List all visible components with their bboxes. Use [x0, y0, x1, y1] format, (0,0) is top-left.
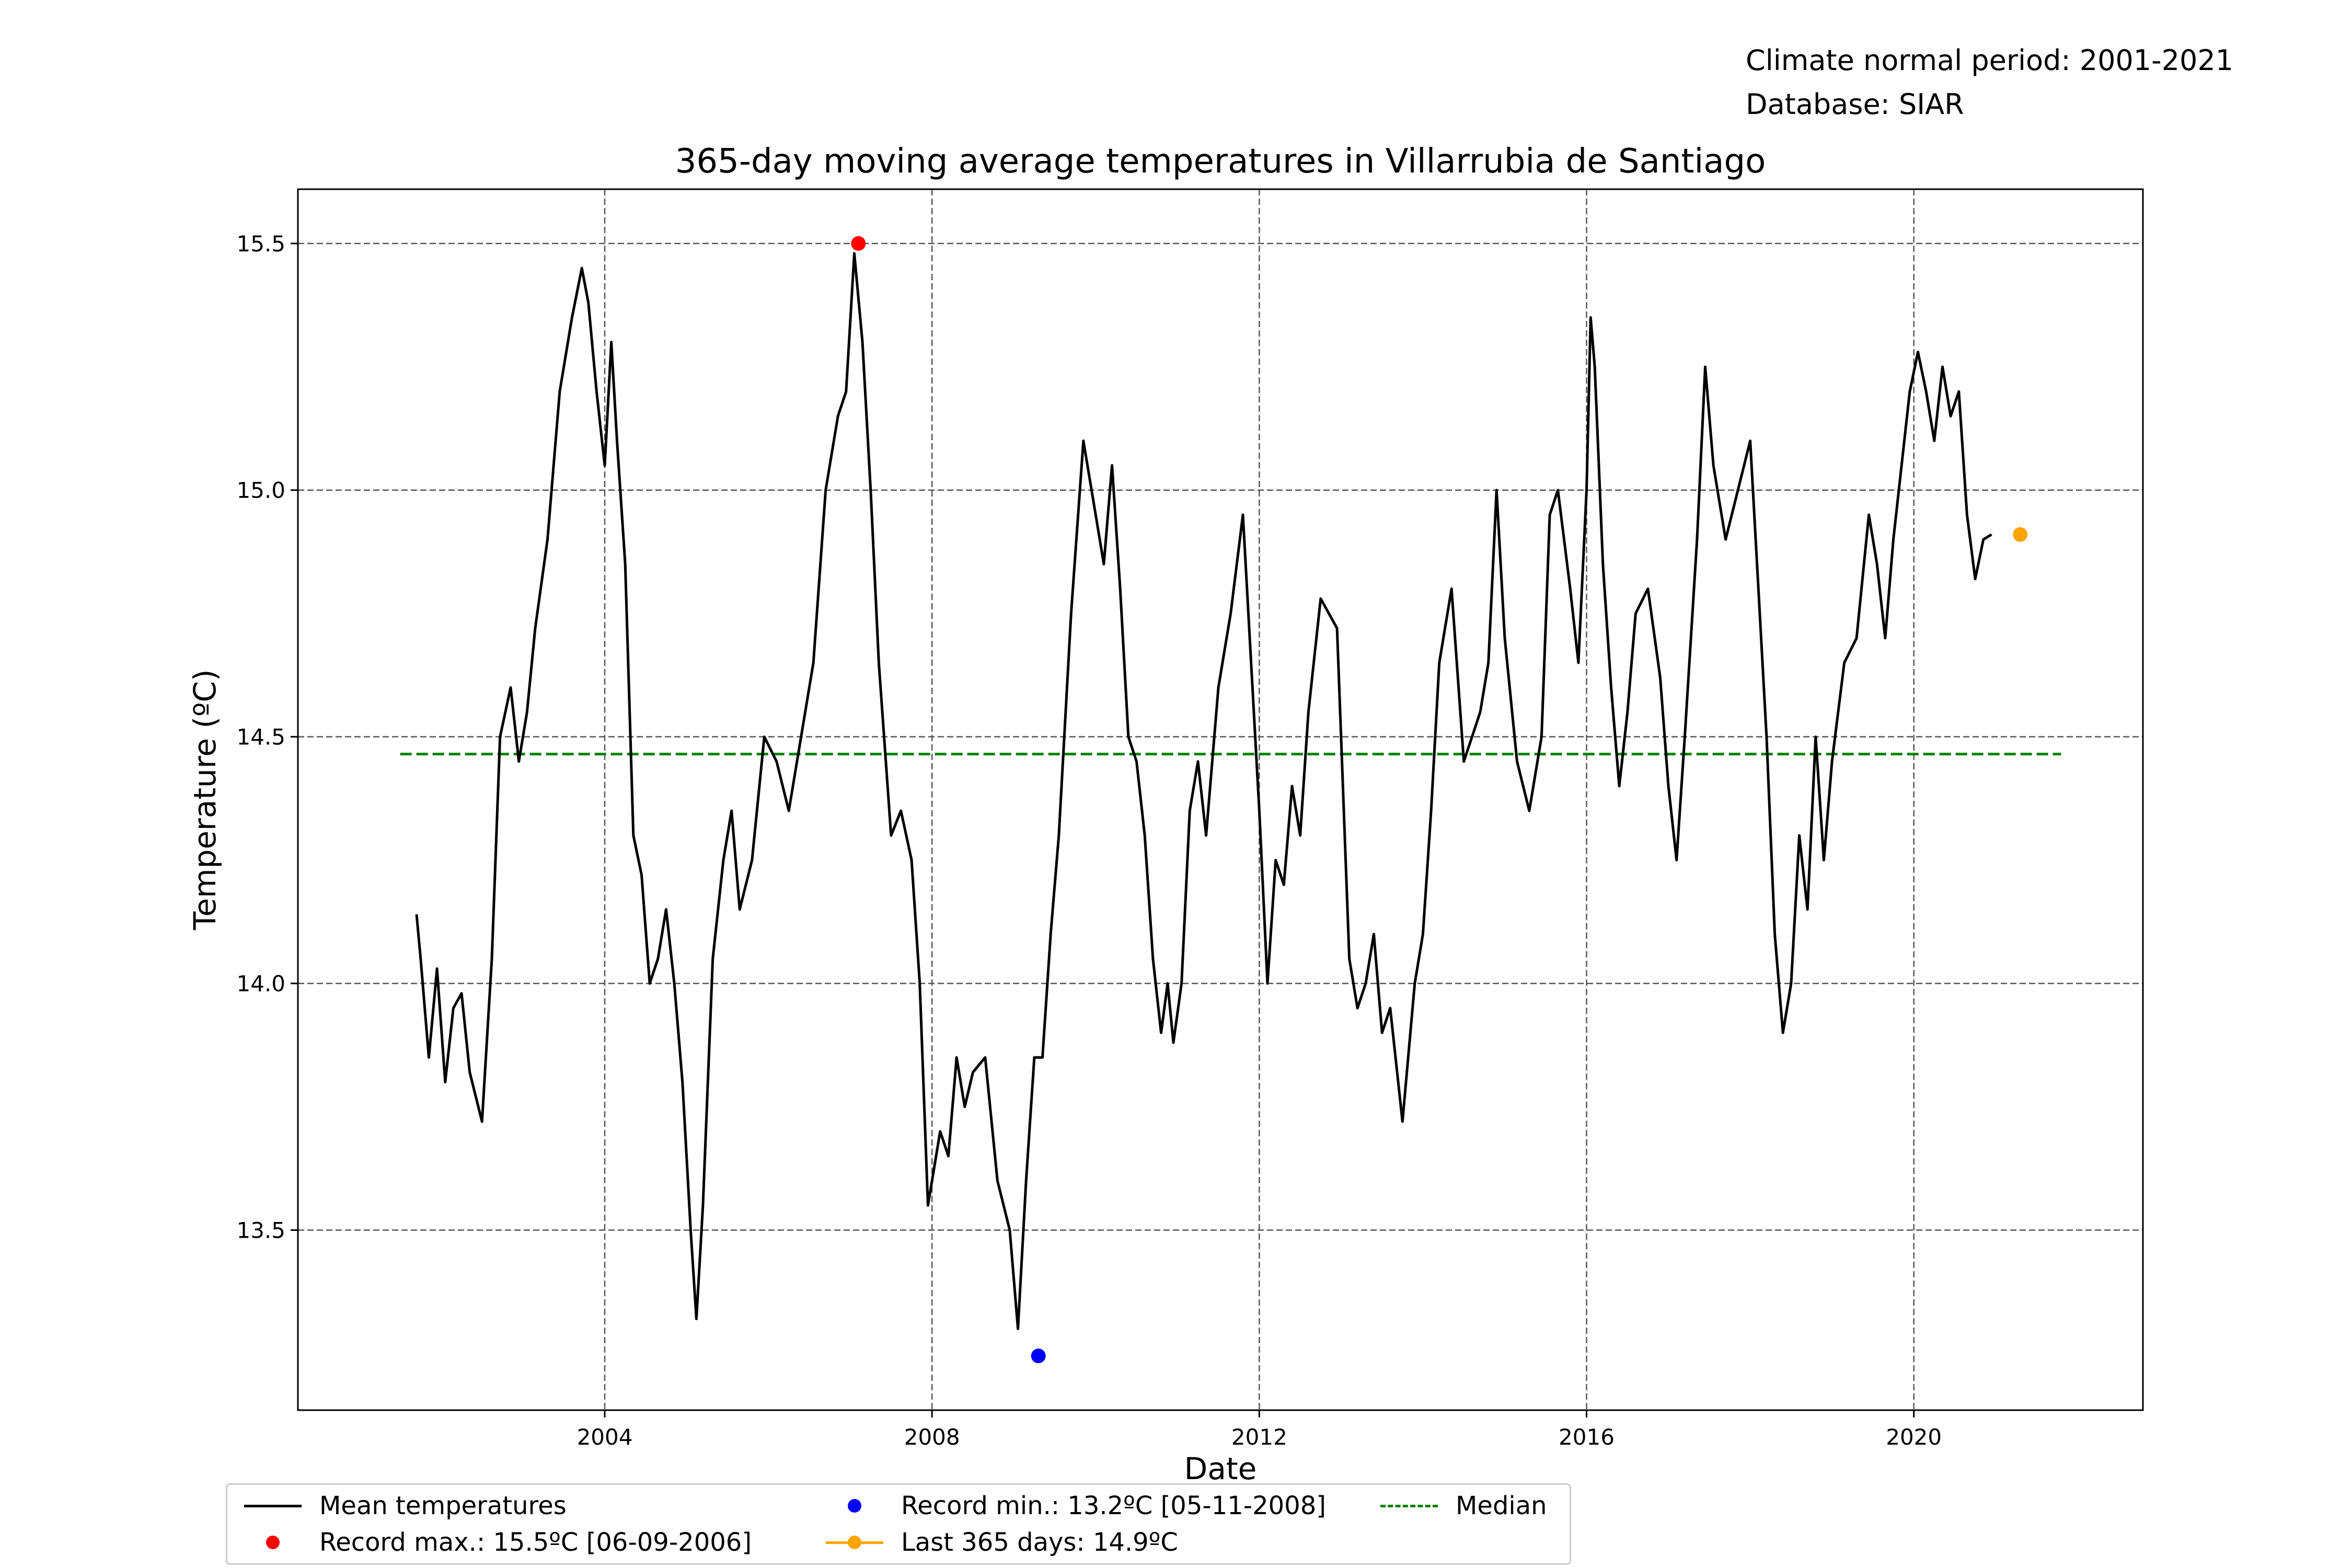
- x-tick-label: 2008: [904, 1424, 960, 1450]
- legend-item-mean: Mean temperatures: [239, 1490, 567, 1521]
- last-365-days-point: [2013, 527, 2028, 542]
- x-tick-label: 2016: [1559, 1424, 1615, 1450]
- legend-line-swatch: [239, 1490, 307, 1521]
- y-tick-label: 14.0: [236, 971, 285, 997]
- legend-label-median: Median: [1456, 1491, 1547, 1520]
- legend-item-median: Median: [1375, 1490, 1547, 1521]
- legend: Mean temperatures Record max.: 15.5ºC [0…: [226, 1483, 1571, 1565]
- record-min-point: [1031, 1348, 1046, 1364]
- legend-label-max: Record max.: 15.5ºC [06-09-2006]: [319, 1528, 752, 1557]
- legend-label-last: Last 365 days: 14.9ºC: [901, 1528, 1178, 1557]
- y-tick-label: 15.0: [236, 478, 285, 503]
- legend-item-max: Record max.: 15.5ºC [06-09-2006]: [239, 1527, 752, 1558]
- chart-title: 365-day moving average temperatures in V…: [675, 142, 1766, 181]
- legend-item-last: Last 365 days: 14.9ºC: [821, 1527, 1178, 1558]
- y-tick-label: 14.5: [236, 724, 285, 750]
- y-axis-label: Temperature (ºC): [187, 670, 223, 931]
- x-axis: 2004 2008 2012 2016 2020: [577, 1410, 1942, 1450]
- x-tick-label: 2020: [1886, 1424, 1942, 1450]
- legend-orange-swatch: [821, 1527, 889, 1558]
- x-tick-label: 2004: [577, 1424, 633, 1450]
- x-tick-label: 2012: [1231, 1424, 1287, 1450]
- legend-dashed-swatch: [1375, 1490, 1443, 1521]
- grid: [298, 189, 2143, 1410]
- legend-blue-dot-swatch: [821, 1490, 889, 1521]
- legend-red-dot-swatch: [239, 1527, 307, 1558]
- plot-area: [297, 188, 2144, 1411]
- y-axis: 13.5 14.0 14.5 15.0 15.5: [236, 231, 298, 1243]
- legend-label-min: Record min.: 13.2ºC [05-11-2008]: [901, 1491, 1326, 1520]
- climate-normal-period: Climate normal period: 2001-2021: [1746, 44, 2234, 77]
- legend-label-mean: Mean temperatures: [319, 1491, 567, 1520]
- legend-item-min: Record min.: 13.2ºC [05-11-2008]: [821, 1490, 1326, 1521]
- database-label: Database: SIAR: [1746, 88, 1964, 121]
- record-max-point: [851, 236, 866, 251]
- y-tick-label: 13.5: [236, 1217, 285, 1243]
- x-axis-label: Date: [1184, 1451, 1257, 1486]
- mean-temperatures-line: [415, 252, 1992, 1330]
- y-tick-label: 15.5: [236, 231, 285, 257]
